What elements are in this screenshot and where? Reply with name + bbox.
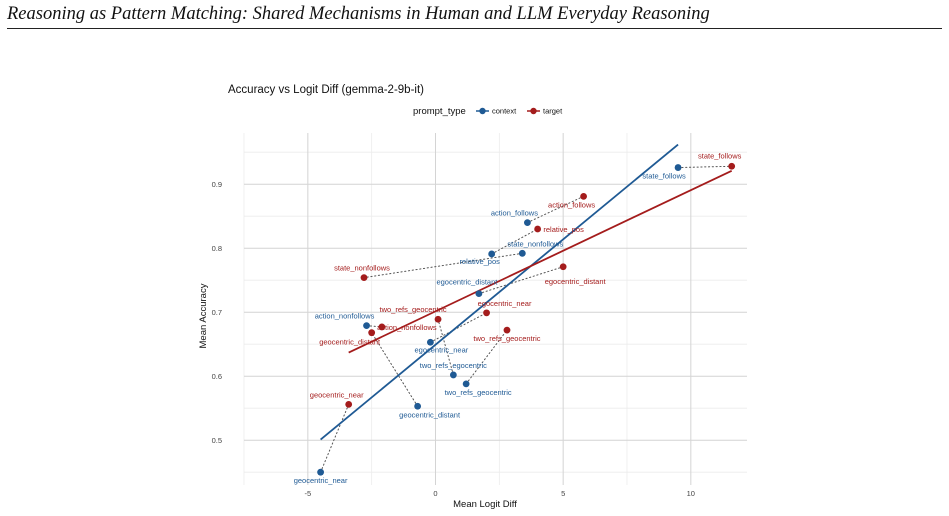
point-labels: state_follows action_follows state_nonfoll… xyxy=(294,151,742,485)
point-label-context: geocentric_distant xyxy=(399,410,461,419)
point-label-context: two_refs_egocentric xyxy=(420,361,487,370)
point-label-context: egocentric_near xyxy=(414,345,468,354)
data-point-context xyxy=(488,250,496,258)
point-label-target: two_refs_geocentric xyxy=(379,305,446,314)
data-point-target xyxy=(503,326,511,334)
legend-entry-context: context xyxy=(476,107,517,116)
data-point-context xyxy=(462,380,470,388)
point-label-context: two_refs_geocentric xyxy=(445,388,512,397)
point-label-target: egocentric_distant xyxy=(545,277,607,286)
x-axis-label: Mean Logit Diff xyxy=(453,499,517,510)
point-label-target: action_follows xyxy=(548,200,595,209)
y-tick-label: 0.9 xyxy=(212,180,222,189)
point-label-context: geocentric_near xyxy=(294,476,348,485)
data-point-target xyxy=(368,329,376,337)
running-title: Reasoning as Pattern Matching: Shared Me… xyxy=(7,4,710,24)
data-point-target xyxy=(483,309,490,317)
legend-label-context: context xyxy=(492,107,517,116)
point-label-target: egocentric_near xyxy=(478,299,532,308)
connection-line xyxy=(526,195,585,224)
fit-lines xyxy=(320,143,733,441)
connection-line xyxy=(478,266,564,295)
legend-title: prompt_type xyxy=(413,106,466,117)
data-point-context xyxy=(426,338,434,346)
data-point-context xyxy=(317,468,324,476)
chart-grid xyxy=(243,133,747,485)
data-point-target xyxy=(580,192,587,200)
x-tick-label: -5 xyxy=(304,489,311,498)
y-tick-label: 0.5 xyxy=(212,436,222,445)
connection-line xyxy=(363,252,523,279)
data-point-target xyxy=(434,315,442,323)
connection-line xyxy=(429,312,488,343)
connection-line xyxy=(371,332,419,407)
point-label-target: relative_pos xyxy=(543,225,584,234)
y-tick-label: 0.8 xyxy=(212,244,222,253)
x-tick-label: 0 xyxy=(433,489,437,498)
point-label-context: egocentric_distant xyxy=(436,278,498,287)
data-point-context xyxy=(414,402,422,410)
legend-label-target: target xyxy=(543,107,563,116)
y-tick-label: 0.7 xyxy=(212,308,222,317)
legend-marker-context xyxy=(479,107,486,115)
x-tick-label: 5 xyxy=(561,489,565,498)
data-point-context xyxy=(518,249,526,257)
chart-title: Accuracy vs Logit Diff (gemma-2-9b-it) xyxy=(228,84,424,96)
data-point-context xyxy=(363,322,370,330)
point-label-target: geocentric_near xyxy=(310,390,364,399)
data-point-target xyxy=(360,274,368,282)
connection-line xyxy=(491,228,539,255)
data-point-target xyxy=(378,323,386,331)
y-tick-label: 0.6 xyxy=(212,372,222,381)
fit-line-context xyxy=(320,143,679,441)
connection-line xyxy=(465,329,508,385)
data-point-target xyxy=(534,225,542,233)
data-point-target xyxy=(559,263,567,271)
axis-ticks: -5 0 5 10 0.5 0.6 0.7 0.8 0.9 xyxy=(212,180,695,498)
point-label-target: action_nonfollows xyxy=(377,323,437,332)
data-points xyxy=(317,162,736,476)
point-label-target: state_follows xyxy=(698,151,742,160)
point-label-context: action_nonfollows xyxy=(315,312,375,321)
point-label-target: geocentric_distant xyxy=(319,338,381,347)
legend: prompt_type context target xyxy=(413,106,563,117)
connection-line xyxy=(320,403,350,473)
legend-entry-target: target xyxy=(527,107,563,116)
data-point-context xyxy=(524,219,531,227)
point-label-context: action_follows xyxy=(491,209,538,218)
point-label-context: relative_pos xyxy=(459,257,500,266)
fit-line-target xyxy=(348,169,733,354)
x-tick-label: 10 xyxy=(687,489,695,498)
legend-marker-target xyxy=(530,107,537,115)
data-point-context xyxy=(475,290,483,298)
pair-connections xyxy=(320,165,733,473)
data-point-target xyxy=(728,162,736,170)
data-point-context xyxy=(674,164,682,171)
connection-line xyxy=(677,165,733,169)
header-rule xyxy=(7,28,942,29)
point-label-target: state_nonfollows xyxy=(334,264,390,273)
point-label-target: two_refs_geocentric xyxy=(473,334,540,343)
data-point-target xyxy=(345,400,353,408)
y-axis-label: Mean Accuracy xyxy=(198,283,209,348)
data-point-context xyxy=(449,371,457,379)
point-label-context: state_nonfollows xyxy=(507,239,563,248)
point-label-context: state_follows xyxy=(642,172,686,181)
